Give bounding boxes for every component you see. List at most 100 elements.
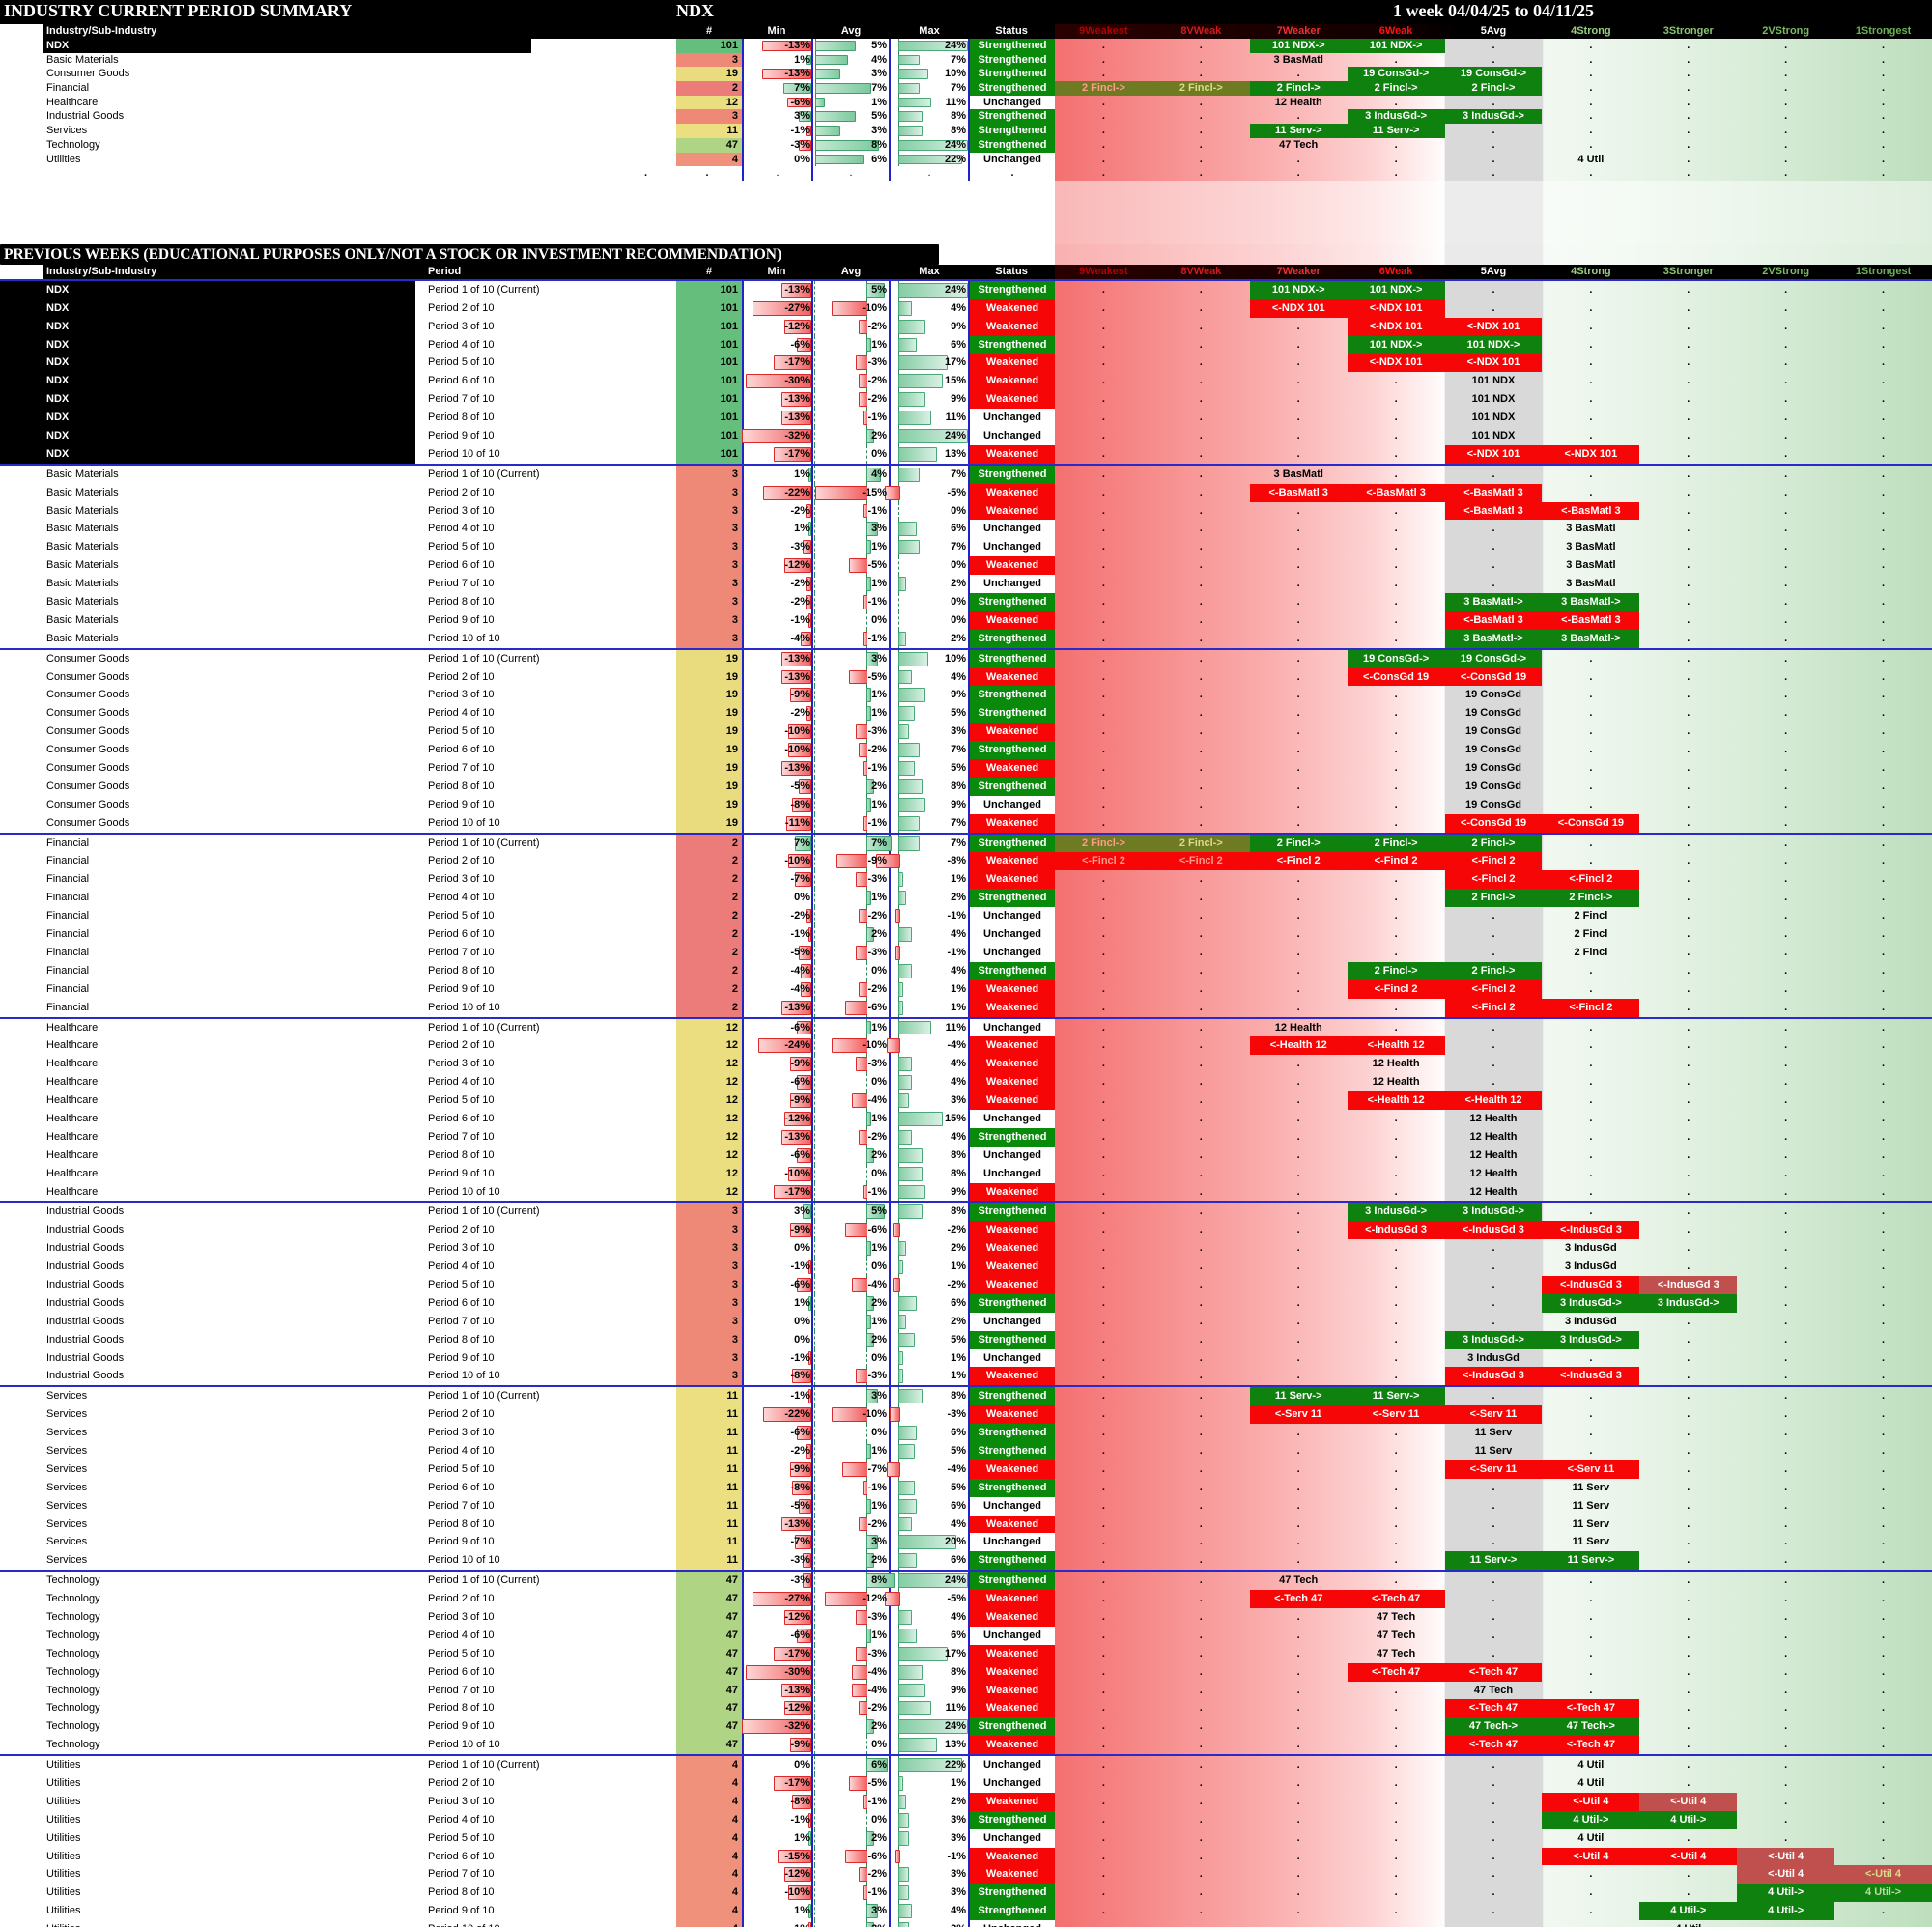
cell-count[interactable]: 3 bbox=[676, 1203, 742, 1222]
cell-avg[interactable]: 3% bbox=[811, 1387, 891, 1406]
cell-period[interactable]: Period 10 of 10 bbox=[428, 447, 500, 460]
strength-cell-7weaker[interactable]: . bbox=[1250, 1460, 1348, 1479]
cell-max[interactable]: 24% bbox=[891, 1572, 968, 1591]
strength-cell-1strongest[interactable]: . bbox=[1834, 1829, 1932, 1848]
strength-cell-4strong[interactable]: 3 BasMatl bbox=[1566, 523, 1616, 535]
cell-min[interactable]: -17% bbox=[742, 354, 811, 373]
cell-avg[interactable]: 5% bbox=[811, 39, 891, 53]
strength-cell-5avg[interactable]: . bbox=[1445, 1848, 1543, 1866]
strength-cell-6weak[interactable]: <-BasMatl 3 bbox=[1347, 483, 1445, 502]
strength-column-header[interactable]: 1Strongest bbox=[1855, 25, 1912, 37]
strength-cell-3stronger[interactable]: . bbox=[1639, 1663, 1737, 1682]
cell-min[interactable]: -3% bbox=[742, 137, 811, 153]
column-header-industry[interactable]: Industry/Sub-Industry bbox=[46, 25, 157, 37]
strength-cell-2vstrong[interactable]: . bbox=[1737, 390, 1834, 409]
strength-cell-3stronger[interactable]: . bbox=[1639, 166, 1737, 181]
strength-cell-9weakest[interactable]: . bbox=[1055, 1147, 1152, 1165]
cell-industry[interactable]: Industrial Goods bbox=[46, 1242, 125, 1255]
column-header-period[interactable]: Period bbox=[428, 265, 462, 277]
strength-column-header[interactable]: 6Weak bbox=[1378, 25, 1413, 37]
cell-max[interactable]: 7% bbox=[891, 813, 968, 833]
strength-cell-2vstrong[interactable]: . bbox=[1737, 889, 1834, 907]
strength-column-header[interactable]: 5Avg bbox=[1480, 265, 1507, 277]
strength-cell-3stronger[interactable]: . bbox=[1639, 907, 1737, 925]
strength-cell-6weak[interactable]: . bbox=[1348, 538, 1445, 556]
cell-industry[interactable]: Healthcare bbox=[46, 96, 99, 108]
status-badge[interactable]: Strengthened bbox=[968, 741, 1055, 760]
cell-min[interactable]: -13% bbox=[742, 1127, 811, 1147]
strength-cell-2vstrong[interactable]: . bbox=[1737, 1774, 1834, 1793]
strength-cell-7weaker[interactable]: . bbox=[1250, 502, 1348, 521]
cell-min[interactable]: -9% bbox=[742, 1055, 811, 1074]
strength-cell-6weak[interactable]: 12 Health bbox=[1372, 1076, 1420, 1089]
cell-avg[interactable]: -1% bbox=[811, 1884, 891, 1903]
cell-count[interactable]: . bbox=[676, 166, 742, 181]
cell-avg[interactable]: -4% bbox=[811, 1091, 891, 1110]
strength-cell-8vweak[interactable]: . bbox=[1152, 1367, 1250, 1385]
cell-industry[interactable]: Industrial Goods bbox=[46, 1370, 125, 1382]
strength-cell-2vstrong[interactable]: . bbox=[1737, 1349, 1834, 1368]
strength-cell-7weaker[interactable]: . bbox=[1250, 1497, 1348, 1516]
strength-cell-5avg[interactable]: . bbox=[1445, 1019, 1543, 1037]
strength-cell-9weakest[interactable]: . bbox=[1055, 1497, 1152, 1516]
cell-max[interactable]: 9% bbox=[891, 317, 968, 336]
strength-cell-5avg[interactable]: . bbox=[1445, 1516, 1543, 1534]
cell-min[interactable]: -1% bbox=[742, 1348, 811, 1368]
cell-period[interactable]: Period 1 of 10 (Current) bbox=[428, 652, 540, 665]
strength-cell-9weakest[interactable]: . bbox=[1055, 593, 1152, 611]
cell-industry[interactable]: Healthcare bbox=[46, 1167, 99, 1179]
cell-max[interactable]: 10% bbox=[891, 67, 968, 82]
cell-count[interactable]: 3 bbox=[676, 1293, 742, 1313]
strength-cell-1strongest[interactable]: . bbox=[1834, 1147, 1932, 1165]
strength-cell-3stronger[interactable]: . bbox=[1639, 372, 1737, 390]
cell-max[interactable]: 6% bbox=[891, 520, 968, 539]
cell-industry[interactable]: Industrial Goods bbox=[46, 1278, 125, 1290]
cell-min[interactable]: -10% bbox=[742, 1884, 811, 1903]
cell-period[interactable]: Period 7 of 10 bbox=[428, 578, 495, 590]
cell-period[interactable]: Period 8 of 10 bbox=[428, 964, 495, 977]
cell-avg[interactable]: 0% bbox=[811, 1164, 891, 1183]
strength-cell-8vweak[interactable]: . bbox=[1152, 1479, 1250, 1497]
strength-cell-4strong[interactable]: . bbox=[1542, 1128, 1639, 1147]
strength-cell-5avg[interactable]: <-Tech 47 bbox=[1444, 1699, 1543, 1718]
status-badge[interactable]: Strengthened bbox=[968, 1441, 1055, 1460]
strength-cell-1strongest[interactable]: . bbox=[1834, 1387, 1932, 1405]
cell-industry[interactable]: Services bbox=[46, 125, 88, 137]
strength-cell-5avg[interactable]: . bbox=[1445, 466, 1543, 484]
strength-cell-9weakest[interactable]: . bbox=[1055, 1551, 1152, 1570]
strength-cell-5avg[interactable]: <-BasMatl 3 bbox=[1444, 610, 1543, 630]
strength-cell-8vweak[interactable]: . bbox=[1152, 67, 1250, 81]
strength-cell-9weakest[interactable]: . bbox=[1055, 611, 1152, 630]
cell-count[interactable]: 101 bbox=[676, 354, 742, 373]
strength-cell-8vweak[interactable]: . bbox=[1152, 1699, 1250, 1717]
cell-min[interactable]: -10% bbox=[742, 852, 811, 871]
strength-cell-2vstrong[interactable]: . bbox=[1737, 502, 1834, 521]
cell-industry[interactable]: Utilities bbox=[46, 1759, 81, 1771]
strength-cell-4strong[interactable]: . bbox=[1542, 1884, 1639, 1902]
strength-cell-5avg[interactable]: 3 BasMatl-> bbox=[1444, 629, 1543, 648]
strength-cell-5avg[interactable]: <-Fincl 2 bbox=[1444, 870, 1543, 890]
strength-cell-6weak[interactable]: 3 IndusGd-> bbox=[1347, 109, 1445, 125]
cell-count[interactable]: 101 bbox=[676, 372, 742, 391]
strength-cell-1strongest[interactable]: . bbox=[1834, 96, 1932, 110]
strength-cell-4strong[interactable]: . bbox=[1542, 372, 1639, 390]
cell-avg[interactable]: 3% bbox=[811, 124, 891, 138]
strength-cell-5avg[interactable]: 2 Fincl-> bbox=[1444, 961, 1543, 980]
strength-cell-3stronger[interactable]: . bbox=[1639, 124, 1737, 138]
strength-cell-7weaker[interactable]: . bbox=[1250, 778, 1348, 796]
strength-cell-4strong[interactable]: . bbox=[1542, 723, 1639, 741]
cell-count[interactable]: 3 bbox=[676, 575, 742, 594]
strength-cell-5avg[interactable]: . bbox=[1445, 944, 1543, 962]
cell-industry[interactable]: Basic Materials bbox=[46, 468, 119, 480]
cell-max[interactable]: 22% bbox=[891, 1756, 968, 1775]
strength-cell-2vstrong[interactable]: . bbox=[1737, 1533, 1834, 1551]
strength-cell-4strong[interactable]: . bbox=[1542, 1073, 1639, 1091]
cell-count[interactable]: 4 bbox=[676, 1865, 742, 1884]
status-badge[interactable]: Unchanged bbox=[968, 943, 1055, 962]
cell-avg[interactable]: -3% bbox=[811, 1608, 891, 1627]
cell-period[interactable]: Period 5 of 10 bbox=[428, 910, 495, 922]
cell-period[interactable]: Period 2 of 10 bbox=[428, 1224, 495, 1236]
cell-count[interactable]: 11 bbox=[676, 1551, 742, 1571]
strength-cell-6weak[interactable]: . bbox=[1348, 556, 1445, 575]
strength-cell-2vstrong[interactable]: . bbox=[1737, 741, 1834, 759]
